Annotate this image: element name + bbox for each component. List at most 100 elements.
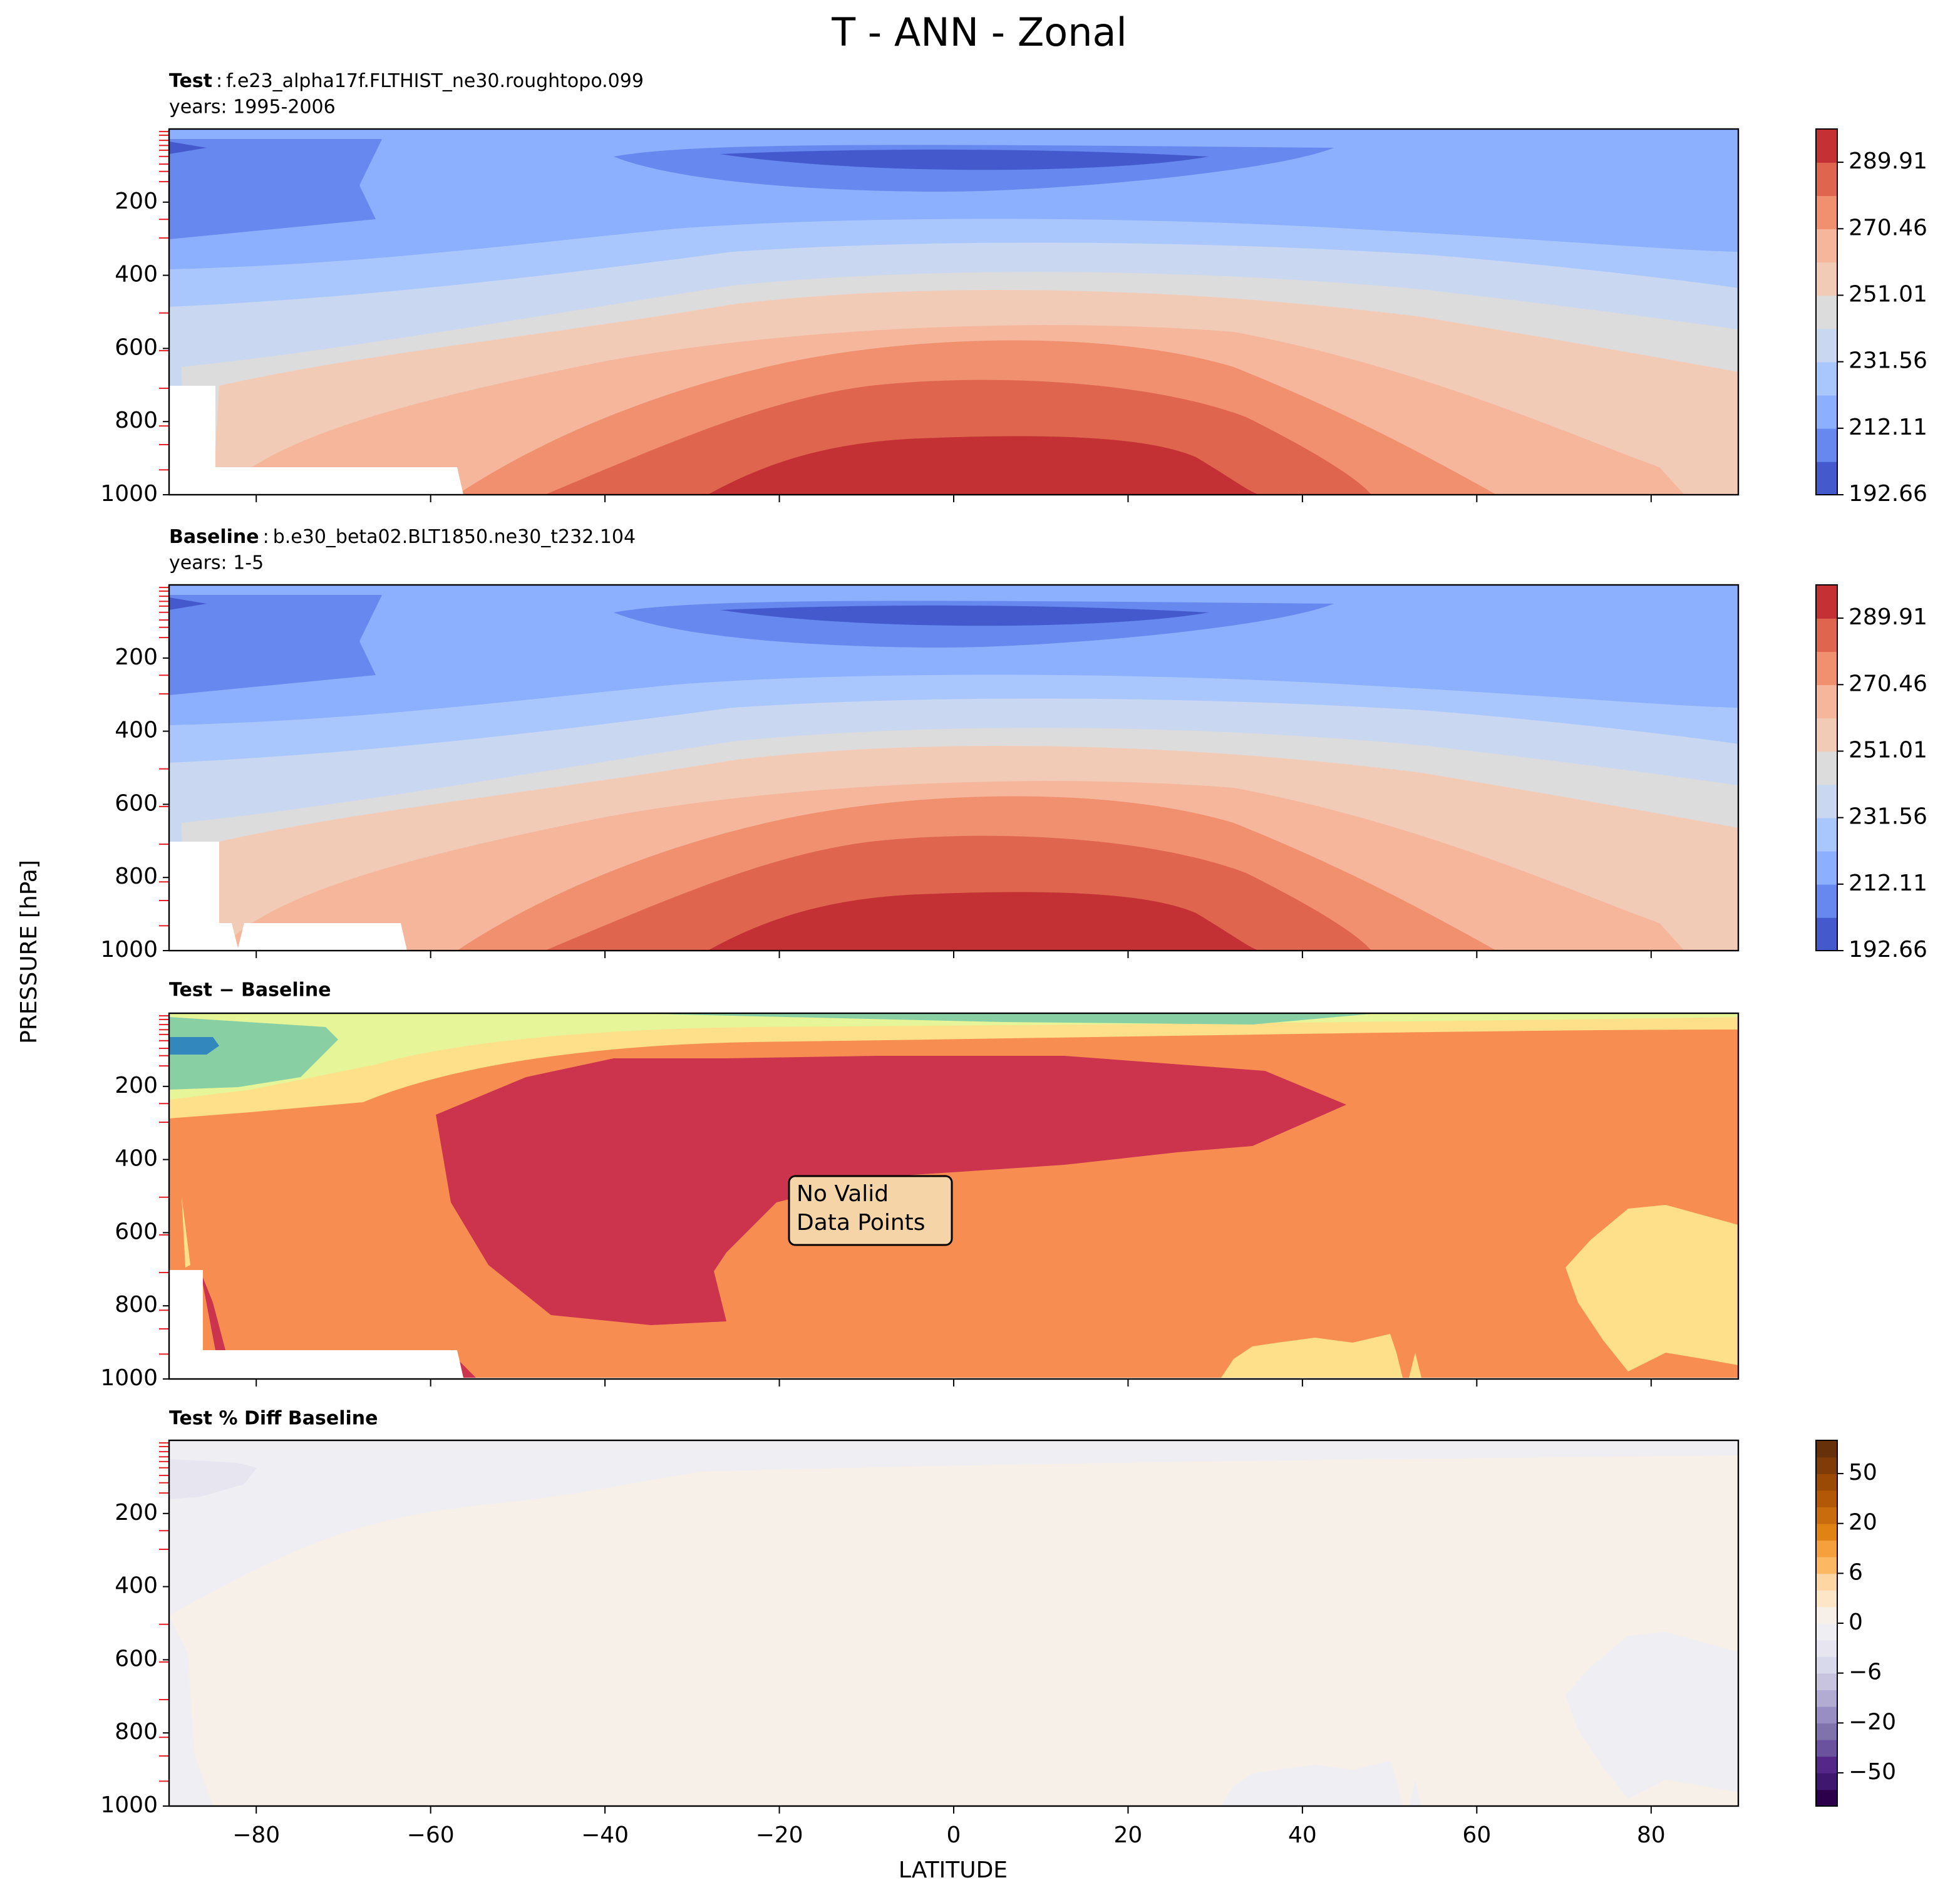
colorbar-band: [1816, 1756, 1837, 1774]
colorbar-band: [1816, 1474, 1837, 1491]
x-tick-label: −20: [756, 1822, 803, 1848]
case-name: b.e30_beta02.BLT1850.ne30_t232.104: [273, 526, 636, 548]
colorbar-tick-label: 6: [1849, 1559, 1863, 1585]
colorbar-band: [1816, 718, 1837, 752]
contour-field: [169, 1013, 1738, 1378]
x-tick-label: −40: [581, 1822, 629, 1848]
y-tick-label: 600: [115, 1219, 158, 1244]
colorbar-band: [1816, 1739, 1837, 1757]
y-tick-label: 600: [115, 1646, 158, 1671]
figure-title: T - ANN - Zonal: [831, 9, 1127, 55]
annotation-box: [788, 1175, 953, 1246]
contour-region: [169, 386, 463, 495]
colorbar-band: [1816, 1690, 1837, 1707]
colorbar-band: [1816, 295, 1837, 329]
contour-region: [169, 1616, 213, 1806]
contour-region: [169, 1270, 463, 1378]
y-tick-label: 800: [115, 408, 158, 433]
y-tick-label: 800: [115, 1292, 158, 1318]
contour-region: [169, 1459, 257, 1499]
contour-field: [169, 1440, 1738, 1806]
colorbar-tick-label: 289.91: [1849, 148, 1927, 174]
colorbar-band: [1816, 817, 1837, 852]
y-tick-label: 1000: [100, 1792, 158, 1818]
colorbar-tick-label: 20: [1849, 1510, 1877, 1536]
colorbar-band: [1816, 884, 1837, 918]
y-tick-label: 400: [115, 262, 158, 287]
y-tick-label: 800: [115, 1719, 158, 1745]
colorbar-band: [1816, 585, 1837, 619]
contour-field: [169, 585, 1738, 951]
panel-title: Test % Diff Baseline: [169, 1408, 378, 1430]
panel-title: Baseline: b.e30_beta02.BLT1850.ne30_t232.…: [169, 526, 636, 548]
contour-region: [1565, 1632, 1738, 1799]
x-tick-label: −60: [407, 1822, 455, 1848]
colorbar-band: [1816, 1573, 1837, 1591]
contour-region: [169, 1013, 1738, 1100]
colorbar-band: [1816, 1656, 1837, 1674]
colorbar-band: [1816, 195, 1837, 230]
case-name: f.e23_alpha17f.FLTHIST_ne30.roughtopo.09…: [226, 70, 644, 92]
colorbar-tick-label: 231.56: [1849, 348, 1927, 374]
annotation-text: No Valid: [797, 1181, 889, 1207]
y-tick-label: 400: [115, 1146, 158, 1172]
x-tick-label: 60: [1462, 1822, 1491, 1848]
contour-region: [436, 1056, 1346, 1325]
y-tick-label: 600: [115, 790, 158, 816]
colorbar-band: [1816, 229, 1837, 263]
panel-years: years: 1-5: [169, 552, 264, 574]
x-tick-label: 40: [1288, 1822, 1317, 1848]
axes-frame: [168, 128, 1740, 496]
contour-region: [169, 1013, 1738, 1118]
contour-region: [1565, 1205, 1738, 1371]
colorbar-tick-label: −20: [1849, 1709, 1896, 1735]
colorbar-band: [1816, 1507, 1837, 1524]
colorbar-band: [1816, 328, 1837, 363]
colorbar-tick-label: 270.46: [1849, 215, 1927, 240]
y-tick-label: 200: [115, 644, 158, 670]
panel-years: years: 1995-2006: [169, 96, 336, 118]
x-tick-label: 0: [947, 1822, 961, 1848]
contour-region: [169, 129, 1738, 495]
panel-title: Test: f.e23_alpha17f.FLTHIST_ne30.roughto…: [169, 70, 644, 92]
colorbar-tick-label: 289.91: [1849, 604, 1927, 630]
contour-region: [1221, 1761, 1421, 1806]
colorbar-band: [1816, 684, 1837, 719]
colorbar-band: [1816, 618, 1837, 652]
colorbar-band: [1816, 917, 1837, 951]
panel-title: Test − Baseline: [169, 979, 331, 1001]
x-axis-label: LATITUDE: [899, 1857, 1008, 1883]
colorbar-band: [1816, 751, 1837, 785]
colorbar-band: [1816, 1490, 1837, 1507]
contour-region: [169, 585, 1738, 951]
y-tick-label: 400: [115, 718, 158, 743]
contour-region: [626, 1013, 1378, 1025]
x-tick-label: 80: [1637, 1822, 1666, 1848]
y-tick-label: 1000: [100, 1365, 158, 1391]
colorbar-band: [1816, 1440, 1837, 1458]
colorbar-frame: [1815, 128, 1838, 495]
contour-region: [169, 1440, 1738, 1616]
y-tick-label: 1000: [100, 481, 158, 507]
colorbar-tick-label: 192.66: [1849, 481, 1927, 507]
colorbar-band: [1816, 461, 1837, 495]
colorbar-tick-label: 50: [1849, 1460, 1877, 1485]
colorbar-band: [1816, 1789, 1837, 1807]
colorbar-tick-label: 212.11: [1849, 415, 1927, 440]
y-tick-label: 800: [115, 864, 158, 889]
colorbar-tick-label: 212.11: [1849, 870, 1927, 896]
colorbar-band: [1816, 1606, 1837, 1624]
colorbar-band: [1816, 1673, 1837, 1690]
colorbar-band: [1816, 850, 1837, 885]
axes-frame: [168, 1012, 1740, 1380]
contour-region: [182, 1196, 190, 1268]
colorbar-band: [1816, 1706, 1837, 1724]
axes-frame: [168, 1439, 1740, 1807]
colorbar-band: [1816, 1457, 1837, 1474]
colorbar-band: [1816, 1623, 1837, 1641]
y-tick-label: 200: [115, 1073, 158, 1098]
colorbar-band: [1816, 1589, 1837, 1608]
panel-label: Baseline: [169, 526, 259, 548]
